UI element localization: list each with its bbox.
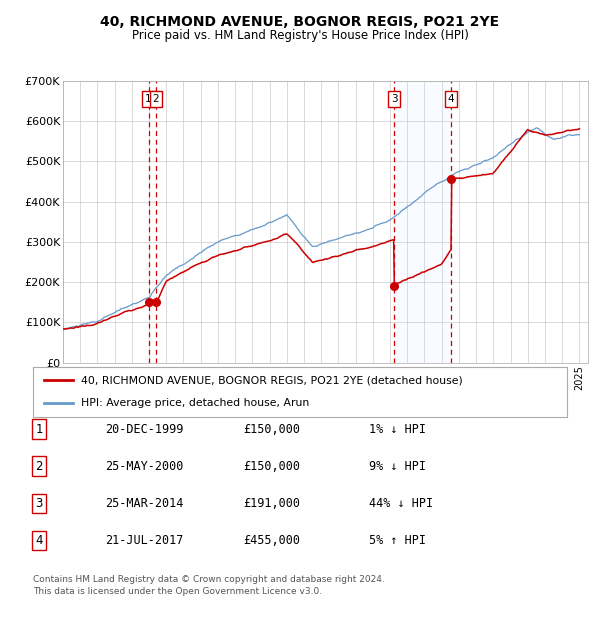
Text: 3: 3 [35, 497, 43, 510]
Text: 25-MAY-2000: 25-MAY-2000 [105, 460, 184, 472]
Text: 9% ↓ HPI: 9% ↓ HPI [369, 460, 426, 472]
Text: 4: 4 [35, 534, 43, 547]
Text: 21-JUL-2017: 21-JUL-2017 [105, 534, 184, 547]
Text: 44% ↓ HPI: 44% ↓ HPI [369, 497, 433, 510]
Text: 1% ↓ HPI: 1% ↓ HPI [369, 423, 426, 435]
Text: Price paid vs. HM Land Registry's House Price Index (HPI): Price paid vs. HM Land Registry's House … [131, 29, 469, 42]
Text: 5% ↑ HPI: 5% ↑ HPI [369, 534, 426, 547]
Bar [394, 81, 451, 363]
Text: £191,000: £191,000 [243, 497, 300, 510]
Text: This data is licensed under the Open Government Licence v3.0.: This data is licensed under the Open Gov… [33, 587, 322, 596]
Text: 2: 2 [35, 460, 43, 472]
Text: £150,000: £150,000 [243, 460, 300, 472]
Text: £455,000: £455,000 [243, 534, 300, 547]
Text: 4: 4 [448, 94, 454, 104]
Text: 25-MAR-2014: 25-MAR-2014 [105, 497, 184, 510]
Text: £150,000: £150,000 [243, 423, 300, 435]
Text: Contains HM Land Registry data © Crown copyright and database right 2024.: Contains HM Land Registry data © Crown c… [33, 575, 385, 585]
Text: 40, RICHMOND AVENUE, BOGNOR REGIS, PO21 2YE: 40, RICHMOND AVENUE, BOGNOR REGIS, PO21 … [100, 16, 500, 30]
Text: 2: 2 [152, 94, 159, 104]
Text: HPI: Average price, detached house, Arun: HPI: Average price, detached house, Arun [81, 398, 310, 408]
Text: 40, RICHMOND AVENUE, BOGNOR REGIS, PO21 2YE (detached house): 40, RICHMOND AVENUE, BOGNOR REGIS, PO21 … [81, 376, 463, 386]
Text: 1: 1 [35, 423, 43, 435]
Text: 3: 3 [391, 94, 397, 104]
Text: 1: 1 [145, 94, 152, 104]
Text: 20-DEC-1999: 20-DEC-1999 [105, 423, 184, 435]
